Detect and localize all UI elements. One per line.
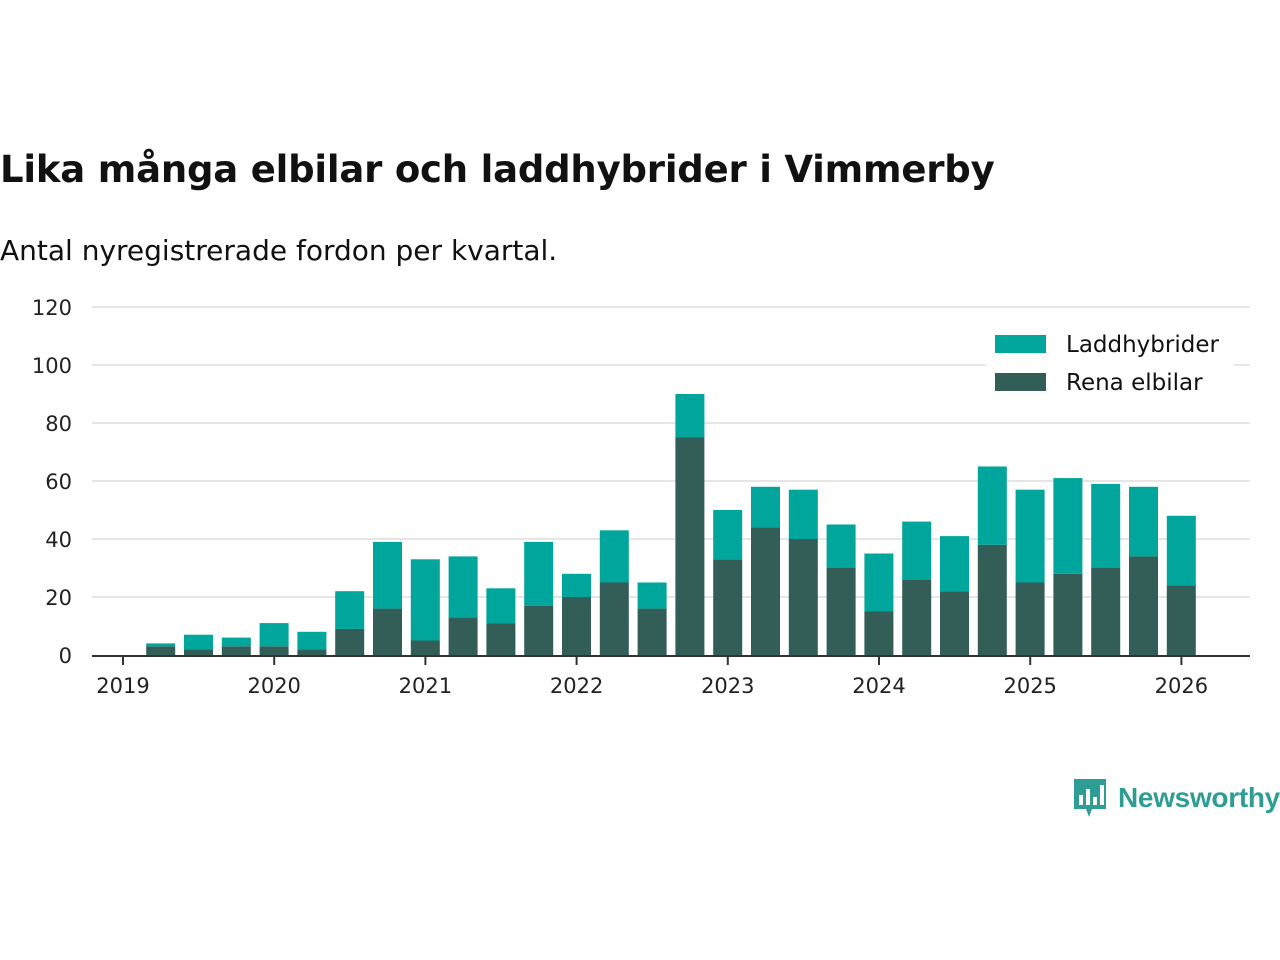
- bar-rena-elbilar: [788, 539, 818, 655]
- bar-laddhybrider: [675, 394, 705, 438]
- bar-laddhybrider: [864, 553, 894, 612]
- bar-rena-elbilar: [599, 582, 629, 655]
- bar-laddhybrider: [1129, 486, 1158, 557]
- x-tick-label: 2019: [96, 674, 149, 698]
- bar-rena-elbilar: [940, 591, 969, 655]
- bar-laddhybrider: [826, 524, 856, 568]
- x-tick-label: 2026: [1155, 674, 1208, 698]
- bar-rena-elbilar: [259, 646, 289, 655]
- bar-laddhybrider: [977, 466, 1007, 545]
- bar-rena-elbilar: [675, 437, 705, 655]
- bar-rena-elbilar: [146, 646, 176, 655]
- bar-laddhybrider: [713, 510, 743, 560]
- chart-legend: Laddhybrider Rena elbilar: [986, 325, 1234, 405]
- bar-rena-elbilar: [1166, 585, 1196, 655]
- bar-laddhybrider: [259, 623, 289, 647]
- bar-rena-elbilar: [1129, 556, 1158, 655]
- bar-rena-elbilar: [902, 579, 932, 655]
- bar-laddhybrider: [562, 573, 591, 597]
- bar-laddhybrider: [1166, 515, 1196, 586]
- bar-rena-elbilar: [486, 623, 516, 655]
- bar-rena-elbilar: [864, 611, 894, 655]
- y-tick-label: 80: [45, 412, 72, 436]
- bar-laddhybrider: [221, 637, 251, 647]
- legend-swatch: [995, 373, 1046, 391]
- bar-laddhybrider: [448, 556, 478, 618]
- x-tick-label: 2025: [1003, 674, 1056, 698]
- y-tick-label: 100: [32, 354, 72, 378]
- y-tick-label: 120: [32, 296, 72, 320]
- bar-laddhybrider: [940, 536, 969, 592]
- bar-laddhybrider: [146, 643, 176, 647]
- y-tick-label: 40: [45, 528, 72, 552]
- y-tick-label: 20: [45, 586, 72, 610]
- bar-rena-elbilar: [221, 646, 251, 655]
- legend-label: Laddhybrider: [1066, 332, 1219, 358]
- bar-laddhybrider: [524, 541, 554, 606]
- chart-subtitle: Antal nyregistrerade fordon per kvartal.: [0, 234, 558, 267]
- bar-rena-elbilar: [977, 544, 1007, 655]
- bar-rena-elbilar: [826, 568, 856, 655]
- bar-laddhybrider: [373, 541, 402, 609]
- stacked-bar-chart: 0 20 40 60 80 100 120 2019 2020 2021 2022 2023 2024 2…: [32, 296, 1250, 698]
- bar-laddhybrider: [751, 486, 780, 528]
- bar-laddhybrider: [297, 631, 327, 650]
- bar-rena-elbilar: [713, 559, 743, 655]
- newsworthy-logo-text: Newsworthy: [1118, 782, 1280, 813]
- bar-rena-elbilar: [637, 608, 667, 655]
- bar-rena-elbilar: [524, 605, 554, 655]
- bar-laddhybrider: [1053, 478, 1083, 574]
- bar-laddhybrider: [486, 588, 516, 624]
- legend-swatch: [995, 335, 1046, 353]
- bar-laddhybrider: [902, 521, 932, 580]
- bar-laddhybrider: [788, 489, 818, 539]
- bar-laddhybrider: [599, 530, 629, 583]
- bar-laddhybrider: [1091, 483, 1121, 568]
- bar-rena-elbilar: [410, 640, 440, 655]
- newsworthy-logo: Newsworthy: [1072, 776, 1280, 820]
- bar-rena-elbilar: [448, 617, 478, 655]
- legend-label: Rena elbilar: [1066, 370, 1203, 396]
- bar-rena-elbilar: [335, 628, 365, 655]
- bar-laddhybrider: [1015, 489, 1045, 583]
- bar-laddhybrider: [410, 559, 440, 641]
- bar-rena-elbilar: [562, 597, 591, 655]
- bar-laddhybrider: [184, 634, 213, 650]
- newsworthy-logo-icon: [1074, 779, 1106, 817]
- bar-laddhybrider: [335, 591, 365, 629]
- x-tick-label: 2022: [550, 674, 603, 698]
- x-tick-label: 2021: [399, 674, 452, 698]
- bar-rena-elbilar: [297, 649, 327, 655]
- bar-laddhybrider: [637, 582, 667, 609]
- x-tick-label: 2024: [852, 674, 905, 698]
- x-tick-label: 2023: [701, 674, 754, 698]
- bar-rena-elbilar: [1015, 582, 1045, 655]
- y-tick-label: 0: [59, 644, 72, 668]
- x-tick-label: 2020: [247, 674, 300, 698]
- bar-rena-elbilar: [184, 649, 213, 655]
- bar-rena-elbilar: [751, 527, 780, 655]
- bar-rena-elbilar: [1091, 568, 1121, 655]
- bar-rena-elbilar: [1053, 573, 1083, 655]
- chart-title: Lika många elbilar och laddhybrider i Vi…: [0, 148, 995, 191]
- bar-rena-elbilar: [373, 608, 402, 655]
- y-tick-label: 60: [45, 470, 72, 494]
